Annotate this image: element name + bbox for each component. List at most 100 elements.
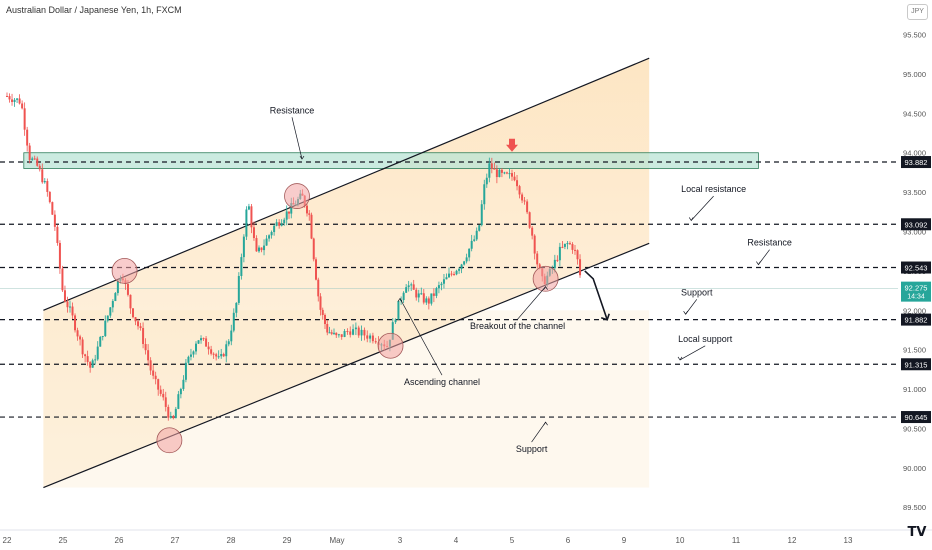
annotation-label: Breakout of the channel xyxy=(470,321,565,331)
annotation-arrowhead xyxy=(543,421,548,426)
candle-body xyxy=(415,289,418,298)
candle-body xyxy=(129,294,132,309)
candle-body xyxy=(283,219,286,224)
candle-body xyxy=(227,341,230,345)
x-tick-label: 26 xyxy=(115,536,124,545)
level-tag xyxy=(901,358,931,371)
candle-body xyxy=(96,346,99,360)
candle-body xyxy=(558,246,561,261)
candle-body xyxy=(563,243,566,247)
level-tag-label: 93.882 xyxy=(905,158,928,167)
candle-body xyxy=(195,343,197,352)
y-tick-label: 90.500 xyxy=(903,424,926,433)
annotation-arrowhead xyxy=(677,356,683,361)
candle-body xyxy=(167,406,170,418)
candle-body xyxy=(114,293,117,302)
candle-body xyxy=(159,389,162,394)
candle-body xyxy=(147,350,150,361)
candle-body xyxy=(152,370,155,376)
candle-body xyxy=(230,330,233,342)
candle-body xyxy=(207,346,210,350)
channel-upper-line xyxy=(43,57,650,311)
candle-body xyxy=(420,293,423,295)
level-tag xyxy=(901,156,931,169)
level-tag-label: 93.092 xyxy=(905,220,928,229)
candle-body xyxy=(503,172,506,174)
candle-body xyxy=(71,306,74,316)
candle-body xyxy=(132,308,134,318)
candle-body xyxy=(422,293,425,303)
highlight-circle xyxy=(532,265,559,292)
candle-body xyxy=(13,99,16,102)
candle-body xyxy=(391,322,394,340)
x-tick-label: 29 xyxy=(283,536,292,545)
candle-body xyxy=(174,408,177,419)
candle-body xyxy=(346,331,349,333)
candle-body xyxy=(531,227,534,236)
annotation-pointer xyxy=(291,117,303,160)
annotation-label: Resistance xyxy=(747,238,792,248)
candle-body xyxy=(258,247,260,252)
highlight-circle xyxy=(284,183,310,209)
candle-body xyxy=(242,236,245,258)
candle-body xyxy=(288,211,290,214)
level-tag xyxy=(901,313,931,326)
annotation-pointer xyxy=(531,421,546,443)
candle-body xyxy=(321,309,324,315)
candle-body xyxy=(217,356,220,358)
annotation-arrowhead xyxy=(756,261,761,266)
candle-body xyxy=(435,288,438,296)
candle-body xyxy=(26,129,29,146)
annotation-pointer xyxy=(679,345,706,361)
level-tag-label: 91.882 xyxy=(905,316,928,325)
candle-body xyxy=(310,214,313,239)
candle-body xyxy=(111,301,114,308)
candle-body xyxy=(450,273,453,275)
candle-body xyxy=(352,329,355,335)
candle-body xyxy=(556,259,559,261)
price-axis-bg xyxy=(898,0,932,550)
candle-body xyxy=(574,249,576,251)
candle-body xyxy=(324,314,326,325)
candle-body xyxy=(335,332,338,336)
tradingview-logo: TV xyxy=(907,525,927,540)
candle-body xyxy=(28,145,31,160)
candle-body xyxy=(412,284,415,290)
price-tag-label: 92.275 xyxy=(905,284,928,293)
candle-body xyxy=(106,315,109,321)
candle-body xyxy=(197,340,200,344)
candle-body xyxy=(394,319,397,323)
level-tag xyxy=(901,218,931,231)
candle-body xyxy=(86,356,89,362)
candle-body xyxy=(511,173,513,177)
candle-body xyxy=(134,317,137,322)
candle-body xyxy=(205,338,208,347)
candle-body xyxy=(397,300,400,320)
candle-body xyxy=(187,356,190,363)
level-tag-label: 91.315 xyxy=(905,360,928,369)
x-tick-label: 12 xyxy=(788,536,797,545)
candle-body xyxy=(354,327,357,330)
candle-body xyxy=(533,235,536,254)
currency-button[interactable]: JPY xyxy=(907,4,928,20)
candle-body xyxy=(33,158,36,160)
candle-body xyxy=(182,379,185,389)
candle-body xyxy=(445,277,448,280)
candle-body xyxy=(357,327,360,336)
annotation-pointer xyxy=(517,286,546,320)
candle-body xyxy=(470,240,473,249)
candle-body xyxy=(192,351,195,355)
candle-body xyxy=(538,264,541,269)
candle-body xyxy=(343,331,346,337)
candle-body xyxy=(528,212,531,228)
y-tick-label: 95.500 xyxy=(903,31,926,40)
candle-body xyxy=(523,200,526,202)
annotation-pointer xyxy=(690,195,714,221)
x-tick-label: 3 xyxy=(398,536,403,545)
candle-body xyxy=(69,306,71,308)
candle-body xyxy=(407,285,410,288)
candle-body xyxy=(478,225,481,231)
candle-body xyxy=(43,181,46,183)
candle-body xyxy=(468,248,471,258)
